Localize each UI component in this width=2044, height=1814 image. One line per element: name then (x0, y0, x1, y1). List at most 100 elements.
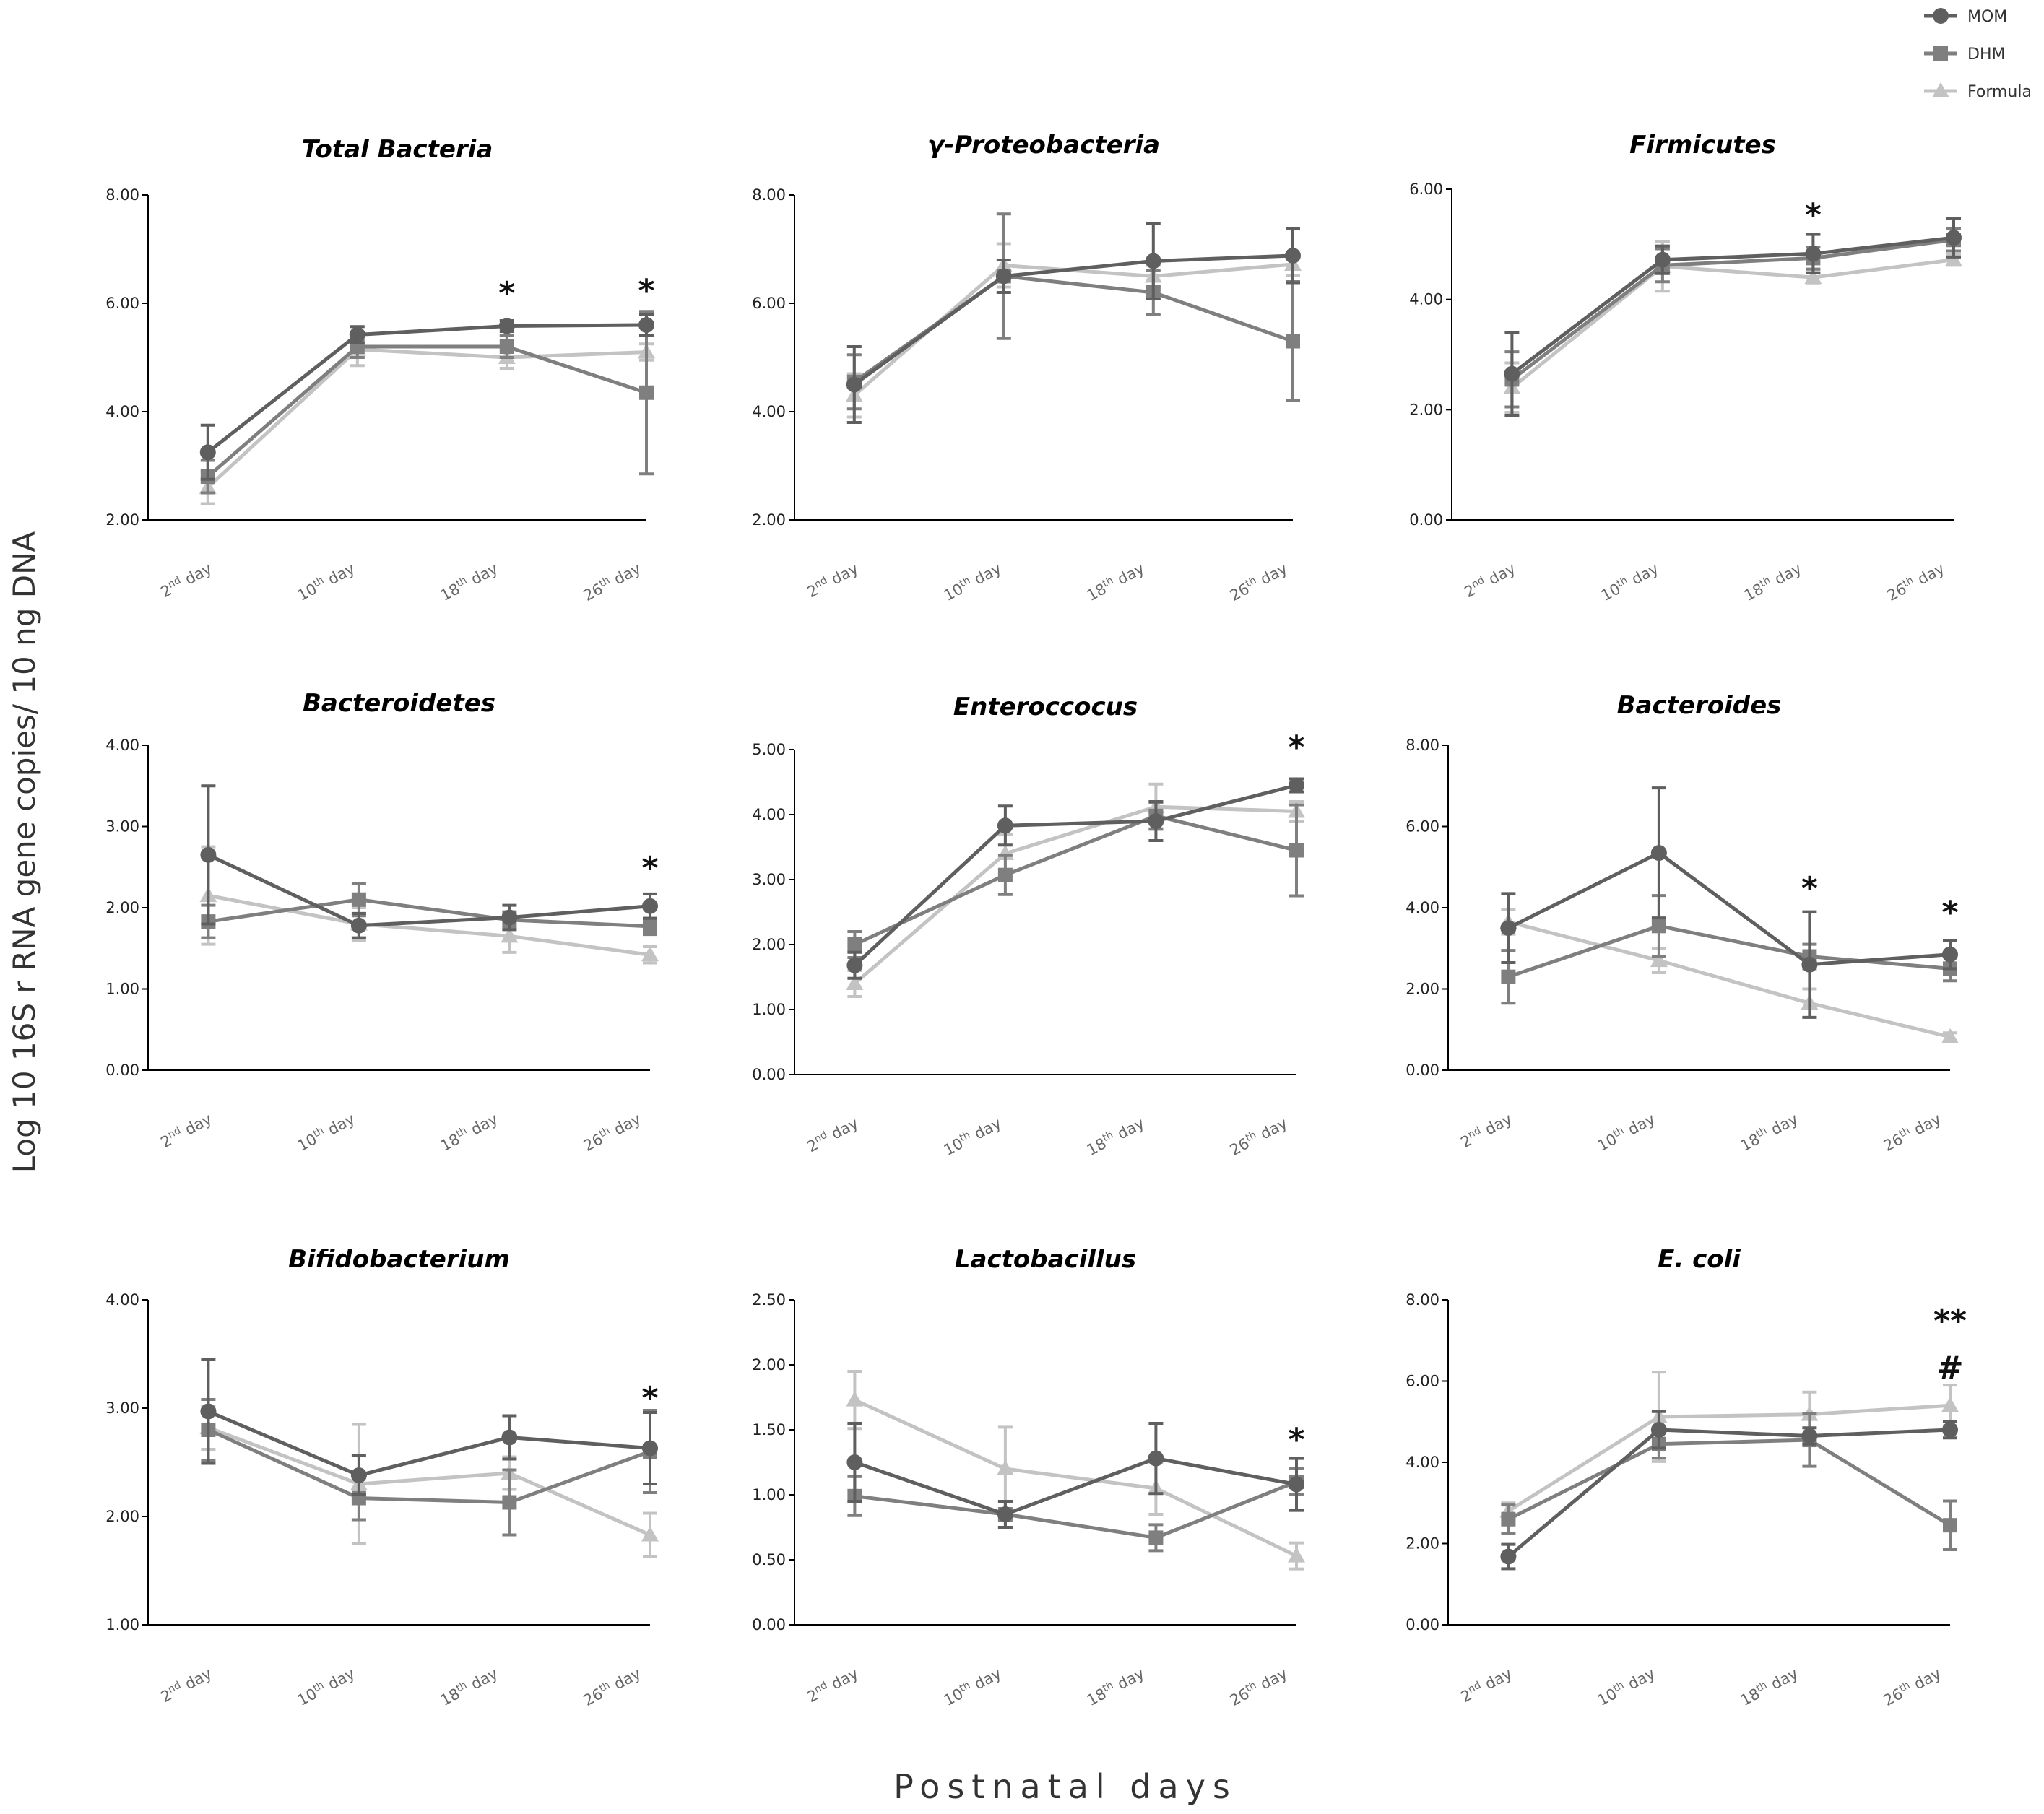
data-point-dhm (1943, 1518, 1957, 1533)
data-point-formula (846, 975, 864, 990)
y-tick-label: 4.00 (1409, 291, 1443, 308)
data-point-mom (1942, 1422, 1958, 1438)
data-point-mom (1650, 1422, 1667, 1438)
significance-marker: * (498, 275, 515, 312)
series-line-formula (207, 1425, 651, 1537)
y-tick-label: 0.00 (1406, 1616, 1439, 1633)
series-mom (1504, 217, 1962, 417)
legend-label-mom: MOM (1967, 8, 2007, 26)
series-line-mom (207, 853, 651, 928)
data-point-mom (1289, 777, 1304, 794)
data-point-mom (995, 268, 1012, 285)
data-point-mom (498, 318, 515, 334)
x-tick-label: 26th day (1226, 1664, 1290, 1709)
x-tick-label: 26th day (1880, 1664, 1944, 1709)
series-line-formula (1507, 920, 1951, 1039)
data-point-mom (1504, 365, 1520, 382)
data-point-dhm (1501, 1511, 1516, 1527)
x-tick-label: 10th day (294, 1664, 358, 1709)
y-tick-label: 2.00 (752, 1356, 786, 1373)
x-tick-label: 18th day (1083, 1664, 1147, 1709)
x-tick-label: 2nd day (804, 1114, 861, 1155)
series-mom (846, 777, 1304, 980)
data-point-formula (1288, 1547, 1305, 1563)
significance-marker: * (1941, 895, 1958, 932)
series-line-dhm (854, 1480, 1297, 1540)
x-tick-label: 10th day (1598, 559, 1661, 604)
x-tick-label: 2nd day (1461, 559, 1518, 601)
significance-marker: * (1801, 870, 1818, 907)
y-tick-label: 0.00 (1406, 1062, 1439, 1079)
data-point-dhm (1501, 969, 1516, 984)
panel-bacteroidetes: Bacteroidetes 0.00 1.00 2.00 3.00 4.00 2nd day… (105, 689, 659, 1155)
data-point-dhm (997, 867, 1013, 882)
data-point-mom (1145, 253, 1161, 269)
data-point-mom (846, 376, 862, 393)
legend-item-dhm: DHM (1924, 45, 2005, 64)
x-tick-label: 26th day (580, 1109, 644, 1155)
y-axis-title: Log 10 16S r RNA gene copies/ 10 ng DNA (7, 531, 42, 1173)
x-tick-label: 26th day (1226, 559, 1290, 604)
y-tick-label: 2.50 (752, 1291, 786, 1309)
data-point-mom (1650, 845, 1667, 862)
y-tick-label: 0.50 (752, 1551, 786, 1568)
panel-enteroccocus: Enteroccocus 0.00 1.00 2.00 3.00 4.00 5.00 2nd … (752, 693, 1305, 1159)
x-tick-label: 2nd day (804, 1664, 861, 1706)
panel-title: Firmicutes (1629, 131, 1776, 160)
y-tick-label: 0.00 (752, 1616, 786, 1633)
series-dhm (1501, 894, 1957, 1005)
y-tick-label: 0.00 (752, 1066, 786, 1083)
x-tick-label: 2nd day (157, 1109, 215, 1151)
data-point-mom (1500, 1548, 1517, 1565)
data-point-mom (642, 898, 658, 914)
series-formula (199, 1405, 659, 1558)
y-tick-label: 6.00 (1406, 1373, 1439, 1390)
y-tick-label: 6.00 (1409, 181, 1443, 198)
series-line-formula (854, 1398, 1298, 1558)
y-tick-label: 4.00 (752, 806, 786, 823)
data-point-mom (642, 1440, 658, 1457)
panel-proteobacteria: γ-Proteobacteria 2.00 4.00 6.00 8.00 2nd day 1… (752, 131, 1302, 604)
panel-title: Bacteroides (1617, 691, 1782, 720)
significance-marker: # (1937, 1350, 1964, 1386)
y-tick-label: 2.00 (1409, 401, 1443, 418)
data-point-mom (997, 817, 1013, 834)
data-point-formula (996, 1460, 1014, 1475)
y-tick-label: 2.00 (1406, 981, 1439, 998)
legend-label-formula: Formula (1967, 83, 2032, 101)
x-tick-label: 10th day (1594, 1664, 1658, 1709)
data-point-formula (1941, 1397, 1959, 1412)
x-tick-label: 18th day (1737, 1664, 1801, 1709)
series-dhm (847, 801, 1304, 959)
significance-marker: * (1805, 196, 1822, 233)
data-point-mom (846, 1454, 863, 1470)
series-line-dhm (1507, 1438, 1952, 1527)
series-line-mom (207, 323, 647, 454)
data-point-mom (997, 1506, 1013, 1522)
y-tick-label: 3.00 (752, 871, 786, 888)
y-tick-label: 6.00 (1406, 818, 1439, 836)
x-tick-label: 18th day (1083, 1114, 1147, 1159)
y-tick-label: 8.00 (1406, 1291, 1439, 1309)
series-dhm (846, 212, 1300, 411)
data-point-dhm (1286, 334, 1300, 349)
series-line-formula (1510, 258, 1954, 389)
x-tick-label: 2nd day (1458, 1664, 1515, 1706)
data-point-mom (1942, 946, 1958, 963)
legend: MOM DHM Formula (1924, 8, 2032, 101)
data-point-mom (199, 444, 216, 461)
legend-label-dhm: DHM (1967, 45, 2005, 64)
series-line-mom (207, 1410, 651, 1477)
data-point-mom (1289, 1476, 1304, 1493)
data-point-mom (1946, 230, 1962, 246)
data-point-dhm (1289, 843, 1304, 858)
data-point-formula (1945, 251, 1962, 266)
legend-marker-mom (1933, 8, 1949, 24)
data-point-dhm (499, 339, 514, 354)
series-mom (846, 1422, 1304, 1529)
data-point-formula (501, 927, 519, 943)
y-tick-label: 2.00 (105, 511, 139, 529)
x-tick-label: 10th day (940, 1664, 1004, 1709)
data-point-mom (200, 1403, 217, 1420)
